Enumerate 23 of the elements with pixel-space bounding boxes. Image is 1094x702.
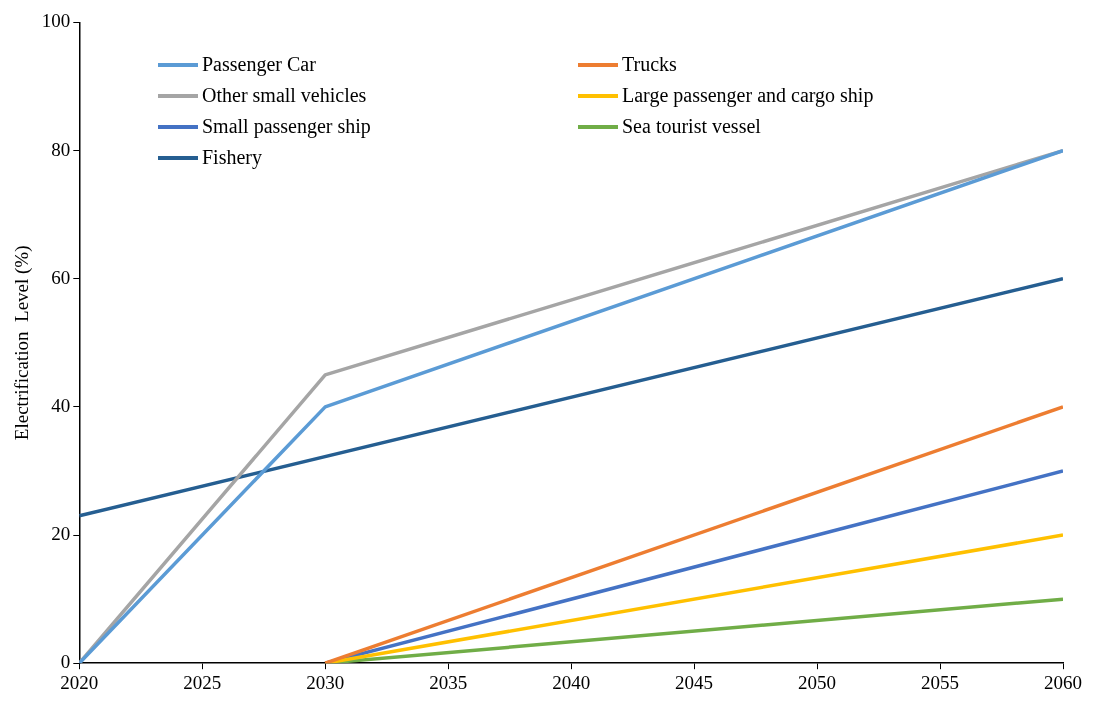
legend-label: Passenger Car [202,53,316,76]
y-tick-label: 100 [41,10,71,32]
legend-label: Fishery [202,146,262,169]
x-tick-label: 2035 [429,671,468,693]
legend-label: Trucks [622,53,677,76]
y-axis-title: Electrification Level (%) [11,245,34,441]
legend-label: Other small vehicles [202,84,367,107]
x-tick-label: 2020 [60,671,99,693]
y-tick-label: 40 [51,394,71,416]
x-tick-label: 2025 [183,671,222,693]
y-tick-label: 60 [51,266,71,288]
x-tick-label: 2030 [306,671,345,693]
x-tick-label: 2040 [552,671,591,693]
y-tick-label: 80 [51,138,71,160]
x-tick-label: 2055 [921,671,960,693]
x-tick-label: 2045 [675,671,714,693]
legend-label: Small passenger ship [202,115,371,138]
x-tick-label: 2060 [1044,671,1082,693]
legend-label: Large passenger and cargo ship [622,84,874,107]
x-tick-label: 2050 [798,671,837,693]
y-tick-label: 0 [60,651,71,673]
y-tick-label: 20 [51,523,71,545]
legend-label: Sea tourist vessel [622,115,761,138]
